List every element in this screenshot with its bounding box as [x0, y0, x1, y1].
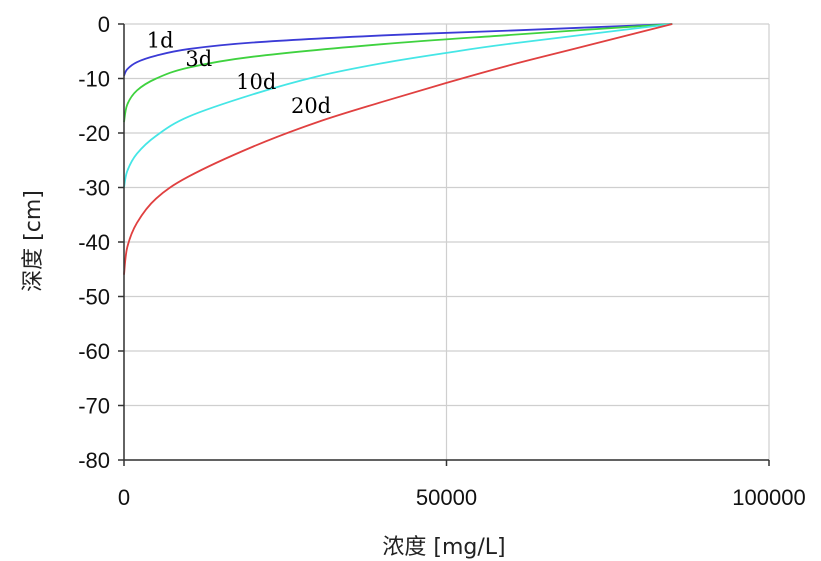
y-tick-label: 0	[98, 12, 110, 37]
series-label-20d: 20d	[291, 94, 331, 118]
y-tick-label: -50	[78, 285, 110, 310]
series-label-1d: 1d	[147, 28, 174, 52]
series-line-20d	[123, 23, 673, 275]
series-label-10d: 10d	[236, 70, 276, 94]
y-tick-labels: 0 -10 -20 -30 -40 -50 -60 -70 -80	[78, 12, 110, 473]
series-line-10d	[123, 23, 673, 188]
y-tick-label: -60	[78, 339, 110, 364]
y-tick-label: -10	[78, 67, 110, 92]
series-annotations: 1d 3d 10d 20d	[147, 28, 331, 117]
grid	[123, 23, 770, 461]
x-axis-label: 浓度 [mg/L]	[382, 535, 505, 560]
x-tick-label: 50000	[416, 485, 477, 510]
y-tick-label: -80	[78, 448, 110, 473]
series-label-3d: 3d	[185, 47, 212, 71]
y-tick-label: -40	[78, 230, 110, 255]
axes	[118, 23, 770, 466]
y-tick-label: -30	[78, 176, 110, 201]
x-tick-label: 0	[118, 485, 130, 510]
series-line-1d	[123, 23, 673, 77]
x-tick-label: 100000	[732, 485, 805, 510]
y-tick-label: -20	[78, 121, 110, 146]
series-line-3d	[123, 23, 673, 123]
y-axis-label: 深度 [cm]	[21, 190, 46, 292]
y-tick-label: -70	[78, 394, 110, 419]
series-lines	[123, 23, 673, 275]
x-tick-labels: 0 50000 100000	[118, 485, 806, 510]
